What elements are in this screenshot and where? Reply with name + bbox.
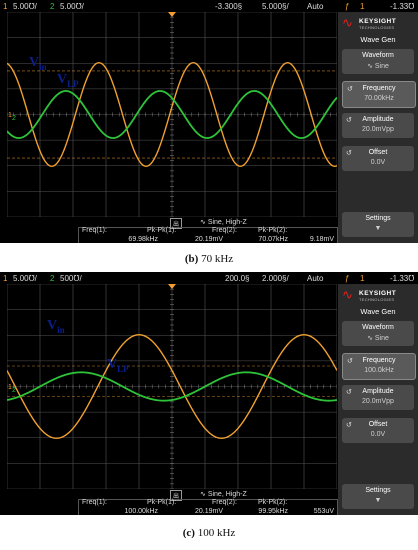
rotate-knob-icon: ↺ [346, 422, 352, 429]
trigger-position-marker [168, 12, 176, 17]
waveform-softkey[interactable]: Waveform ∿ Sine [342, 321, 414, 346]
sine-icon: ∿ [367, 63, 375, 70]
wavegen-icon: 出 [170, 490, 183, 501]
ch2-waveform [7, 371, 337, 402]
wavegen-side-panel: ∿ KEYSIGHT TECHNOLOGIES Wave Gen Wavefor… [338, 284, 418, 515]
ch2-ground-marker: 2 [12, 387, 16, 394]
rotate-knob-icon: ↺ [347, 358, 353, 365]
caption-c: (c) 100 kHz [182, 527, 236, 539]
trigger-mode: Auto [307, 274, 324, 283]
ch1-ground-marker: 1 [8, 112, 12, 119]
rotate-knob-icon: ↺ [347, 86, 353, 93]
offset-softkey[interactable]: ↺ Offset 0.0V [342, 146, 414, 171]
ch2-indicator[interactable]: 2 [50, 2, 55, 11]
ch2-scale: 5.00℧/ [60, 2, 84, 11]
vin-label: Vin [47, 318, 65, 335]
ch1-indicator[interactable]: 1 [3, 274, 8, 283]
amplitude-softkey[interactable]: ↺ Amplitude 20.0mVpp [342, 113, 414, 138]
keysight-logo: ∿ KEYSIGHT TECHNOLOGIES [342, 287, 397, 303]
vlp-label: VLP [107, 357, 129, 374]
measurement-bar: 出 ∿ Sine, High-Z Freq(1): 100.00kHz Pk-P… [0, 489, 338, 515]
wavegen-side-panel: ∿ KEYSIGHT TECHNOLOGIES Wave Gen Wavefor… [338, 12, 418, 243]
sine-icon: ∿ [367, 335, 375, 342]
down-arrow-icon: ▼ [374, 497, 382, 504]
ch1-indicator[interactable]: 1 [3, 2, 8, 11]
ch1-scale: 5.00℧/ [13, 274, 37, 283]
down-arrow-icon: ▼ [374, 225, 382, 232]
trigger-edge-icon: ƒ [345, 274, 350, 283]
panel-title: Wave Gen [360, 307, 396, 316]
keysight-wave-icon: ∿ [342, 15, 353, 30]
ch2-indicator[interactable]: 2 [50, 274, 55, 283]
keysight-logo: ∿ KEYSIGHT TECHNOLOGIES [342, 15, 397, 31]
wavegen-icon: 出 [170, 218, 183, 229]
trigger-position-marker [168, 284, 176, 289]
scope-grid [7, 12, 337, 217]
time-offset: -3.300§ [215, 2, 243, 11]
scope-status-bar: 1 5.00℧/ 2 5.00℧/ -3.300§ 5.000§/ Auto ƒ… [0, 0, 418, 13]
ch1-waveform [7, 334, 337, 439]
scope-screen-100khz: 1 5.00℧/ 2 500℧/ 200.0§ 2.000§/ Auto ƒ 1… [0, 272, 418, 515]
vin-label: Vin [29, 55, 47, 72]
time-scale: 5.000§/ [262, 2, 289, 11]
sine-icon: ∿ [200, 491, 208, 498]
waveform-softkey[interactable]: Waveform ∿ Sine [342, 49, 414, 74]
caption-b: (b) 70 kHz [184, 253, 234, 265]
wavegen-status: 出 ∿ Sine, High-Z [170, 490, 338, 501]
trigger-channel: 1 [360, 274, 365, 283]
measurement-bar: 出 ∿ Sine, High-Z Freq(1): 69.98kHz Pk-Pk… [0, 217, 338, 243]
trigger-channel: 1 [360, 2, 365, 11]
settings-softkey[interactable]: Settings ▼ [342, 484, 414, 509]
wavegen-status: 出 ∿ Sine, High-Z [170, 218, 338, 229]
frequency-softkey[interactable]: ↺ Frequency 100.0kHz [342, 353, 416, 380]
sine-icon: ∿ [200, 219, 208, 226]
offset-softkey[interactable]: ↺ Offset 0.0V [342, 418, 414, 443]
time-scale: 2.000§/ [262, 274, 289, 283]
panel-title: Wave Gen [360, 35, 396, 44]
keysight-wave-icon: ∿ [342, 287, 353, 302]
trigger-mode: Auto [307, 2, 324, 11]
trigger-level: -1.33℧ [390, 274, 415, 283]
ch2-waveform [7, 90, 337, 139]
settings-softkey[interactable]: Settings ▼ [342, 212, 414, 237]
ch2-ground-marker: 2 [12, 115, 16, 122]
rotate-knob-icon: ↺ [346, 150, 352, 157]
frequency-softkey[interactable]: ↺ Frequency 70.00kHz [342, 81, 416, 108]
ch1-scale: 5.00℧/ [13, 2, 37, 11]
ch2-scale: 500℧/ [60, 274, 82, 283]
ch1-waveform [7, 62, 337, 167]
amplitude-softkey[interactable]: ↺ Amplitude 20.0mVpp [342, 385, 414, 410]
ch1-ground-marker: 1 [8, 384, 12, 391]
trigger-edge-icon: ƒ [345, 2, 350, 11]
rotate-knob-icon: ↺ [346, 389, 352, 396]
time-offset: 200.0§ [225, 274, 250, 283]
rotate-knob-icon: ↺ [346, 117, 352, 124]
scope-screen-70khz: 1 5.00℧/ 2 5.00℧/ -3.300§ 5.000§/ Auto ƒ… [0, 0, 418, 243]
scope-status-bar: 1 5.00℧/ 2 500℧/ 200.0§ 2.000§/ Auto ƒ 1… [0, 272, 418, 285]
trigger-level: -1.33℧ [390, 2, 415, 11]
vlp-label: VLP [57, 72, 79, 89]
